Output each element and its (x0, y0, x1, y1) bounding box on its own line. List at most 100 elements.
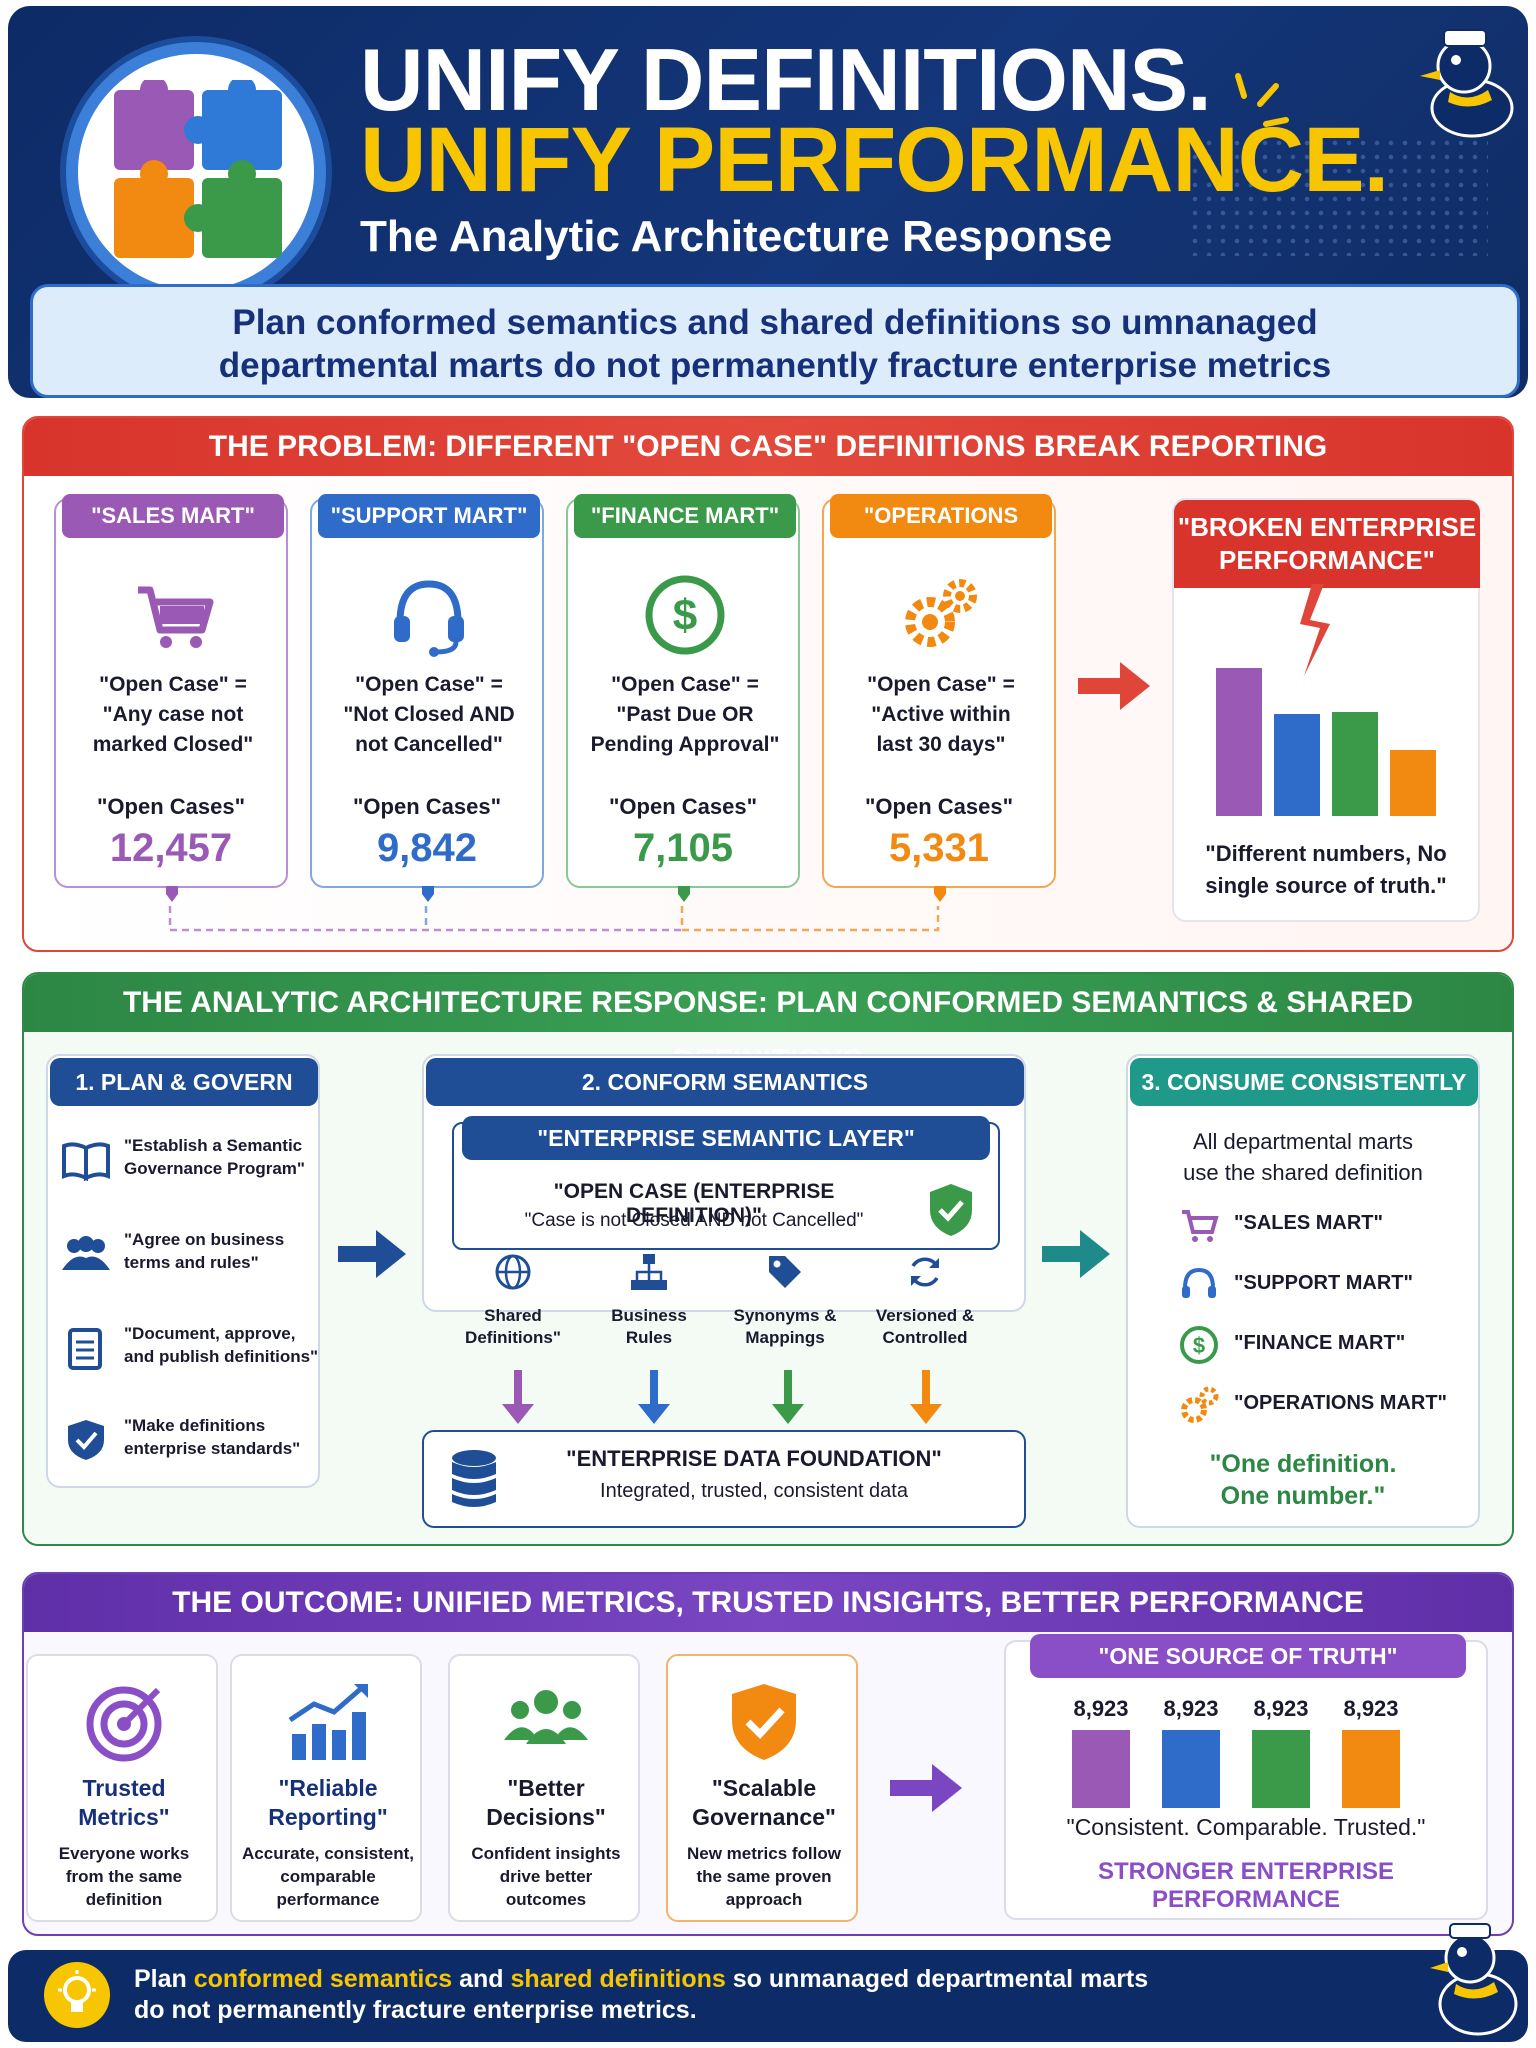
consume-intro: All departmental marts use the shared de… (1128, 1126, 1478, 1188)
mart-tag: "OPERATIONS MART" (830, 494, 1052, 572)
operations-mart-card: "OPERATIONS MART" "Open Case" = "Active … (822, 494, 1056, 902)
spark-icon (1235, 73, 1289, 127)
outcome-title-line: Metrics" (78, 1804, 170, 1830)
intro-line: All departmental marts (1192, 1129, 1414, 1154)
def-line: "Open Case" = (355, 673, 503, 696)
caption-line: "Different numbers, No (1205, 841, 1447, 866)
outcome-desc: Accurate, consistent, comparable perform… (238, 1842, 418, 1911)
duck-mascot-icon (1420, 29, 1514, 138)
def-line: not Cancelled" (355, 733, 503, 756)
gears-icon (1181, 1386, 1219, 1423)
consume-mart-label: "SUPPORT MART" (1234, 1272, 1413, 1294)
footer-text-span: and (452, 1965, 511, 1993)
motto-line: One number." (1220, 1482, 1386, 1510)
target-icon (86, 1686, 162, 1762)
pin-icon (678, 886, 690, 902)
definition-title: "OPEN CASE (ENTERPRISE DEFINITION)" (553, 1180, 835, 1227)
outcome-title: "Better Decisions" (454, 1774, 638, 1832)
gov-text-line: "Make definitions (124, 1416, 266, 1435)
outcome-desc-line: Confident insights (471, 1844, 621, 1863)
sot-bar (1162, 1730, 1220, 1808)
broken-tag-line: PERFORMANCE" (1219, 545, 1435, 575)
down-arrow-icon (772, 1370, 804, 1424)
gov-text-line: terms and rules" (124, 1253, 259, 1272)
sales-mart-card: "SALES MART" "Open Case" = "Any case not… (54, 494, 288, 902)
database-icon (452, 1450, 496, 1507)
outcome-desc-line: drive better (499, 1867, 593, 1886)
refresh-icon (911, 1257, 939, 1287)
sot-bar (1252, 1730, 1310, 1808)
tagline-box: Plan conformed semantics and shared defi… (30, 284, 1520, 398)
conform-semantics-panel: 2. CONFORM SEMANTICS "ENTERPRISE SEMANTI… (422, 1054, 1026, 1312)
outcome-desc-line: performance (276, 1890, 380, 1909)
def-line: last 30 days" (876, 733, 1006, 756)
def-line: "Not Closed AND (343, 703, 515, 726)
outcome-card: Trusted Metrics" Everyone works from the… (26, 1654, 218, 1922)
consume-mart-label: "FINANCE MART" (1234, 1332, 1406, 1354)
lightbulb-icon (44, 1962, 110, 2028)
svg-text:$: $ (673, 591, 697, 640)
feature-item: Versioned & Controlled (860, 1252, 990, 1349)
feature-label: Business Rules (584, 1305, 714, 1349)
gov-text-line: "Document, approve, (124, 1324, 296, 1343)
definition-text: "Case is not Closed AND not Cancelled" (524, 1210, 864, 1231)
outcome-title: Trusted Metrics" (32, 1774, 216, 1832)
outcome-title: "Reliable Reporting" (236, 1774, 420, 1832)
gov-text-line: "Establish a Semantic (124, 1136, 303, 1155)
broken-tag-line: "BROKEN ENTERPRISE (1177, 512, 1477, 542)
plan-govern-panel: 1. PLAN & GOVERN "Establish a Semantic G… (46, 1054, 320, 1488)
broken-bar-chart-icon (1216, 584, 1436, 816)
feature-label: Versioned & Controlled (860, 1305, 990, 1349)
growth-chart-icon (288, 1684, 368, 1760)
sot-caption: "Consistent. Comparable. Trusted." (1066, 1814, 1426, 1840)
sot-tag: "ONE SOURCE OF TRUTH" (1030, 1634, 1466, 1678)
dollar-icon: $ (645, 575, 725, 655)
gov-item-text: "Document, approve, and publish definiti… (124, 1322, 324, 1368)
mart-definition: "Open Case" = "Any case not marked Close… (64, 670, 282, 760)
mart-tag: "FINANCE MART" (574, 494, 796, 538)
def-line: Pending Approval" (590, 733, 780, 756)
footer-line-2: do not permanently fracture enterprise m… (134, 1996, 697, 2024)
semantic-layer-box: "ENTERPRISE SEMANTIC LAYER" "OPEN CASE (… (452, 1116, 1000, 1250)
response-heading: THE ANALYTIC ARCHITECTURE RESPONSE: PLAN… (24, 974, 1512, 1077)
open-cases-label: "Open Cases" (864, 794, 1014, 819)
outcome-card: "Scalable Governance" New metrics follow… (666, 1654, 858, 1922)
outcome-desc-line: from the same (65, 1867, 183, 1886)
gov-item: "Establish a Semantic Governance Program… (60, 1134, 316, 1194)
dollar-icon: $ (1180, 1326, 1218, 1364)
mart-definition: "Open Case" = "Past Due OR Pending Appro… (576, 670, 794, 760)
open-cases-label: "Open Cases" (352, 794, 502, 819)
tag-icon (769, 1256, 801, 1288)
problem-section: THE PROBLEM: DIFFERENT "OPEN CASE" DEFIN… (22, 416, 1514, 952)
title-line-1: UNIFY DEFINITIONS. (360, 30, 1212, 129)
pin-icon (166, 886, 178, 902)
footer-highlight: conformed semantics (193, 1965, 453, 1993)
outcome-desc-line: New metrics follow (687, 1844, 841, 1863)
title-line-2: UNIFY PERFORMANCE. (360, 109, 1389, 211)
tagline-line-1: Plan conformed semantics and shared defi… (232, 303, 1318, 342)
feature-label: Synonyms & Mappings (720, 1305, 850, 1349)
shield-check-icon (68, 1420, 104, 1460)
sot-value: 8,923 (1343, 1696, 1399, 1721)
outcome-desc-line: outcomes (505, 1890, 587, 1909)
duck-mascot-icon (1430, 1923, 1518, 2036)
outcome-card: "Better Decisions" Confident insights dr… (448, 1654, 640, 1922)
mart-definition: "Open Case" = "Active within last 30 day… (832, 670, 1050, 760)
sot-value: 8,923 (1163, 1696, 1219, 1721)
consume-motto: "One definition. One number." (1128, 1448, 1478, 1512)
gov-text-line: "Agree on business (124, 1230, 285, 1249)
one-source-of-truth-card: "ONE SOURCE OF TRUTH" 8,923 8,923 8,923 … (1004, 1634, 1488, 1920)
book-icon (62, 1142, 110, 1182)
svg-text:$: $ (1193, 1333, 1205, 1358)
pin-icon (934, 886, 946, 902)
gov-item-text: "Agree on business terms and rules" (124, 1228, 324, 1274)
semantic-layer-tag: "ENTERPRISE SEMANTIC LAYER" (462, 1116, 990, 1160)
foundation-title: "ENTERPRISE DATA FOUNDATION" (566, 1446, 942, 1471)
def-line: "Open Case" = (99, 673, 247, 696)
outcome-desc-line: approach (725, 1890, 803, 1909)
caption-line: single source of truth." (1205, 873, 1447, 898)
down-arrow-icon (638, 1370, 670, 1424)
outcome-card: "Reliable Reporting" Accurate, consisten… (230, 1654, 422, 1922)
def-line: marked Closed" (92, 733, 254, 756)
intro-line: use the shared definition (1183, 1160, 1423, 1185)
